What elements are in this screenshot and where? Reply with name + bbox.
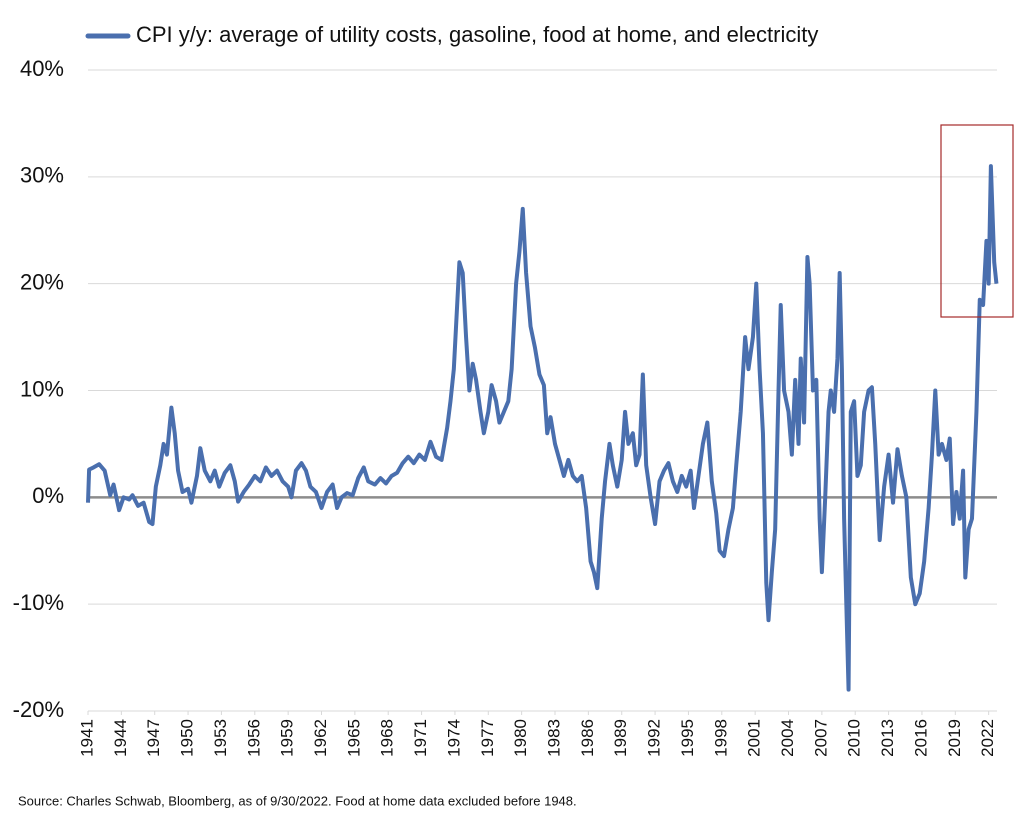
x-tick-label: 1986 — [578, 719, 597, 757]
x-tick-label: 1995 — [678, 719, 697, 757]
x-tick-label: 1941 — [77, 719, 96, 757]
x-tick-label: 2022 — [978, 719, 997, 757]
x-tick-label: 1956 — [244, 719, 263, 757]
x-tick-label: 1950 — [178, 719, 197, 757]
legend-label: CPI y/y: average of utility costs, gasol… — [136, 22, 818, 47]
x-tick-label: 1962 — [311, 719, 330, 757]
highlight-box — [940, 124, 1014, 318]
x-tick-label: 1989 — [611, 719, 630, 757]
x-tick-label: 2004 — [778, 719, 797, 757]
x-tick-label: 1983 — [544, 719, 563, 757]
x-tick-label: 1974 — [444, 719, 463, 757]
y-tick-label: 20% — [20, 269, 64, 294]
y-tick-label: 40% — [20, 56, 64, 81]
x-tick-label: 2013 — [878, 719, 897, 757]
series-line — [86, 164, 999, 692]
y-tick-label: 30% — [20, 163, 64, 188]
x-tick-label: 1959 — [278, 719, 297, 757]
x-tick-label: 1968 — [378, 719, 397, 757]
y-tick-label: -20% — [13, 697, 64, 722]
x-tick-label: 1998 — [711, 719, 730, 757]
x-tick-label: 1977 — [478, 719, 497, 757]
x-tick-label: 1992 — [645, 719, 664, 757]
x-tick-label: 2019 — [945, 719, 964, 757]
y-tick-label: -10% — [13, 590, 64, 615]
x-tick-label: 1953 — [211, 719, 230, 757]
x-tick-label: 1947 — [144, 719, 163, 757]
x-tick-label: 2007 — [811, 719, 830, 757]
x-tick-label: 2010 — [845, 719, 864, 757]
source-note: Source: Charles Schwab, Bloomberg, as of… — [18, 793, 577, 808]
x-tick-label: 2016 — [911, 719, 930, 757]
x-tick-label: 2001 — [745, 719, 764, 757]
x-tick-label: 1980 — [511, 719, 530, 757]
x-tick-label: 1965 — [344, 719, 363, 757]
x-tick-label: 1971 — [411, 719, 430, 757]
x-tick-label: 1944 — [111, 719, 130, 757]
y-tick-label: 0% — [32, 483, 64, 508]
y-tick-label: 10% — [20, 376, 64, 401]
